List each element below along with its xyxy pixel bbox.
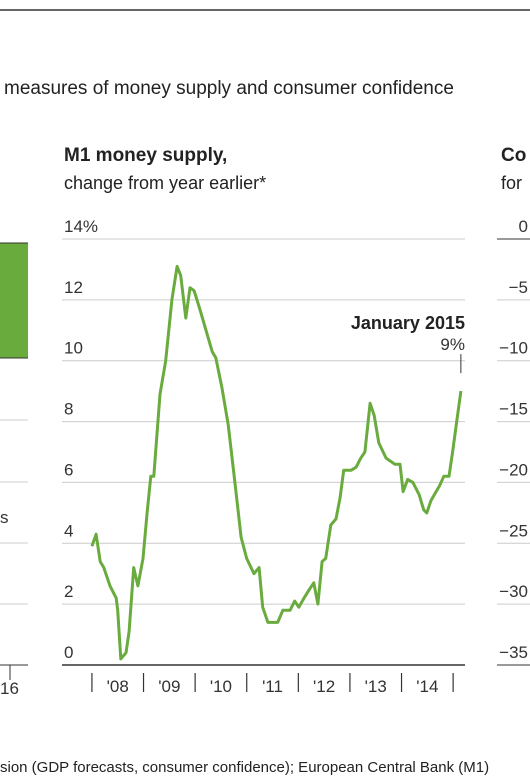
source-text: sion (GDP forecasts, consumer confidence…: [0, 759, 489, 776]
right-fragment-tick-label: −25: [499, 521, 528, 540]
x-tick-label: '09: [158, 677, 180, 696]
right-fragment-tick-label: −15: [499, 400, 528, 419]
y-tick-label: 6: [64, 460, 73, 479]
y-tick-label: 4: [64, 521, 73, 540]
left-fragment-bar: [0, 243, 28, 358]
right-fragment-subtitle: for: [501, 173, 522, 193]
left-fragment-label: s: [0, 508, 9, 527]
y-tick-label: 10: [64, 339, 83, 358]
annotation-title: January 2015: [351, 313, 465, 333]
y-tick-label: 14%: [64, 217, 98, 236]
right-fragment-tick-label: −10: [499, 339, 528, 358]
x-tick-label: '11: [262, 677, 283, 696]
x-tick-label: '08: [107, 677, 129, 696]
x-tick-label: '14: [416, 677, 438, 696]
y-tick-label: 12: [64, 278, 83, 297]
y-tick-label: 0: [64, 643, 73, 662]
right-fragment-tick-label: −5: [509, 278, 528, 297]
intro-text: measures of money supply and consumer co…: [4, 78, 454, 99]
left-fragment-grid: [0, 242, 28, 680]
right-fragment-tick-label: −20: [499, 460, 528, 479]
left-fragment-x-label: 16: [0, 679, 19, 698]
chart-subtitle: change from year earlier*: [64, 173, 266, 193]
chart-title: M1 money supply,: [64, 145, 227, 166]
x-tick-label: '12: [313, 677, 335, 696]
line-series: [90, 264, 463, 661]
x-tick-label: '10: [210, 677, 232, 696]
right-fragment-tick-label: 0: [519, 217, 528, 236]
right-fragment-tick-label: −30: [499, 582, 528, 601]
y-tick-label: 2: [64, 582, 73, 601]
x-tick-label: '13: [365, 677, 387, 696]
right-fragment-title: Co: [501, 145, 526, 166]
right-fragment-tick-label: −35: [499, 643, 528, 662]
annotation-label: 9%: [440, 335, 465, 354]
y-tick-label: 8: [64, 400, 73, 419]
